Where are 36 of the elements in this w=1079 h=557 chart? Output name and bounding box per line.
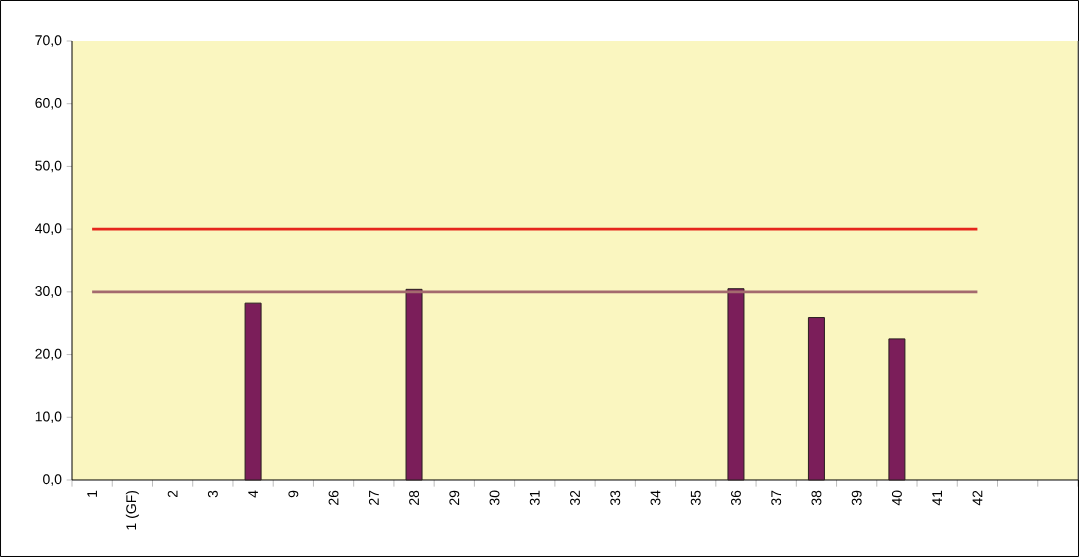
x-tick-label: 38 [811, 490, 822, 506]
y-tick-label: 40,0 [35, 223, 62, 235]
x-tick-label: 34 [650, 490, 661, 506]
x-tick-label: 3 [207, 490, 218, 498]
x-tick-label: 30 [489, 490, 500, 506]
x-tick-label: 4 [248, 490, 258, 498]
y-tick-label: 50,0 [35, 160, 62, 173]
x-tick-label: 36 [731, 490, 741, 506]
y-tick-label: 10,0 [35, 411, 62, 424]
x-tick-label: 32 [570, 490, 580, 506]
x-tick-label: 9 [288, 490, 299, 498]
x-tick-label: 40 [891, 490, 902, 506]
x-tick-label: 41 [932, 490, 942, 506]
y-tick-label: 30,0 [35, 286, 62, 298]
x-tick-label: 27 [368, 490, 379, 505]
x-tick-label: 29 [449, 490, 460, 505]
bar [405, 288, 423, 481]
x-tick-label: 35 [690, 490, 701, 506]
y-tick-label: 60,0 [35, 97, 62, 110]
x-tick-label: 31 [529, 490, 540, 506]
bar [888, 338, 906, 481]
x-tick-label: 1 (GF) [125, 490, 139, 530]
x-tick-label: 33 [610, 490, 621, 506]
y-tick-label: 20,0 [35, 348, 62, 361]
bar [727, 288, 745, 481]
y-tick-label: 0,0 [43, 474, 62, 486]
bar [244, 302, 262, 481]
x-tick-label: 26 [328, 490, 339, 505]
x-tick-label: 39 [851, 490, 862, 506]
x-tick-label: 37 [771, 490, 782, 506]
x-tick-label: 2 [167, 490, 178, 498]
x-tick-label: 42 [972, 490, 983, 506]
x-tick-label: 28 [409, 490, 420, 505]
x-tick-label: 1 [87, 490, 97, 497]
y-tick-label: 70,0 [35, 35, 62, 47]
bar [807, 317, 825, 481]
